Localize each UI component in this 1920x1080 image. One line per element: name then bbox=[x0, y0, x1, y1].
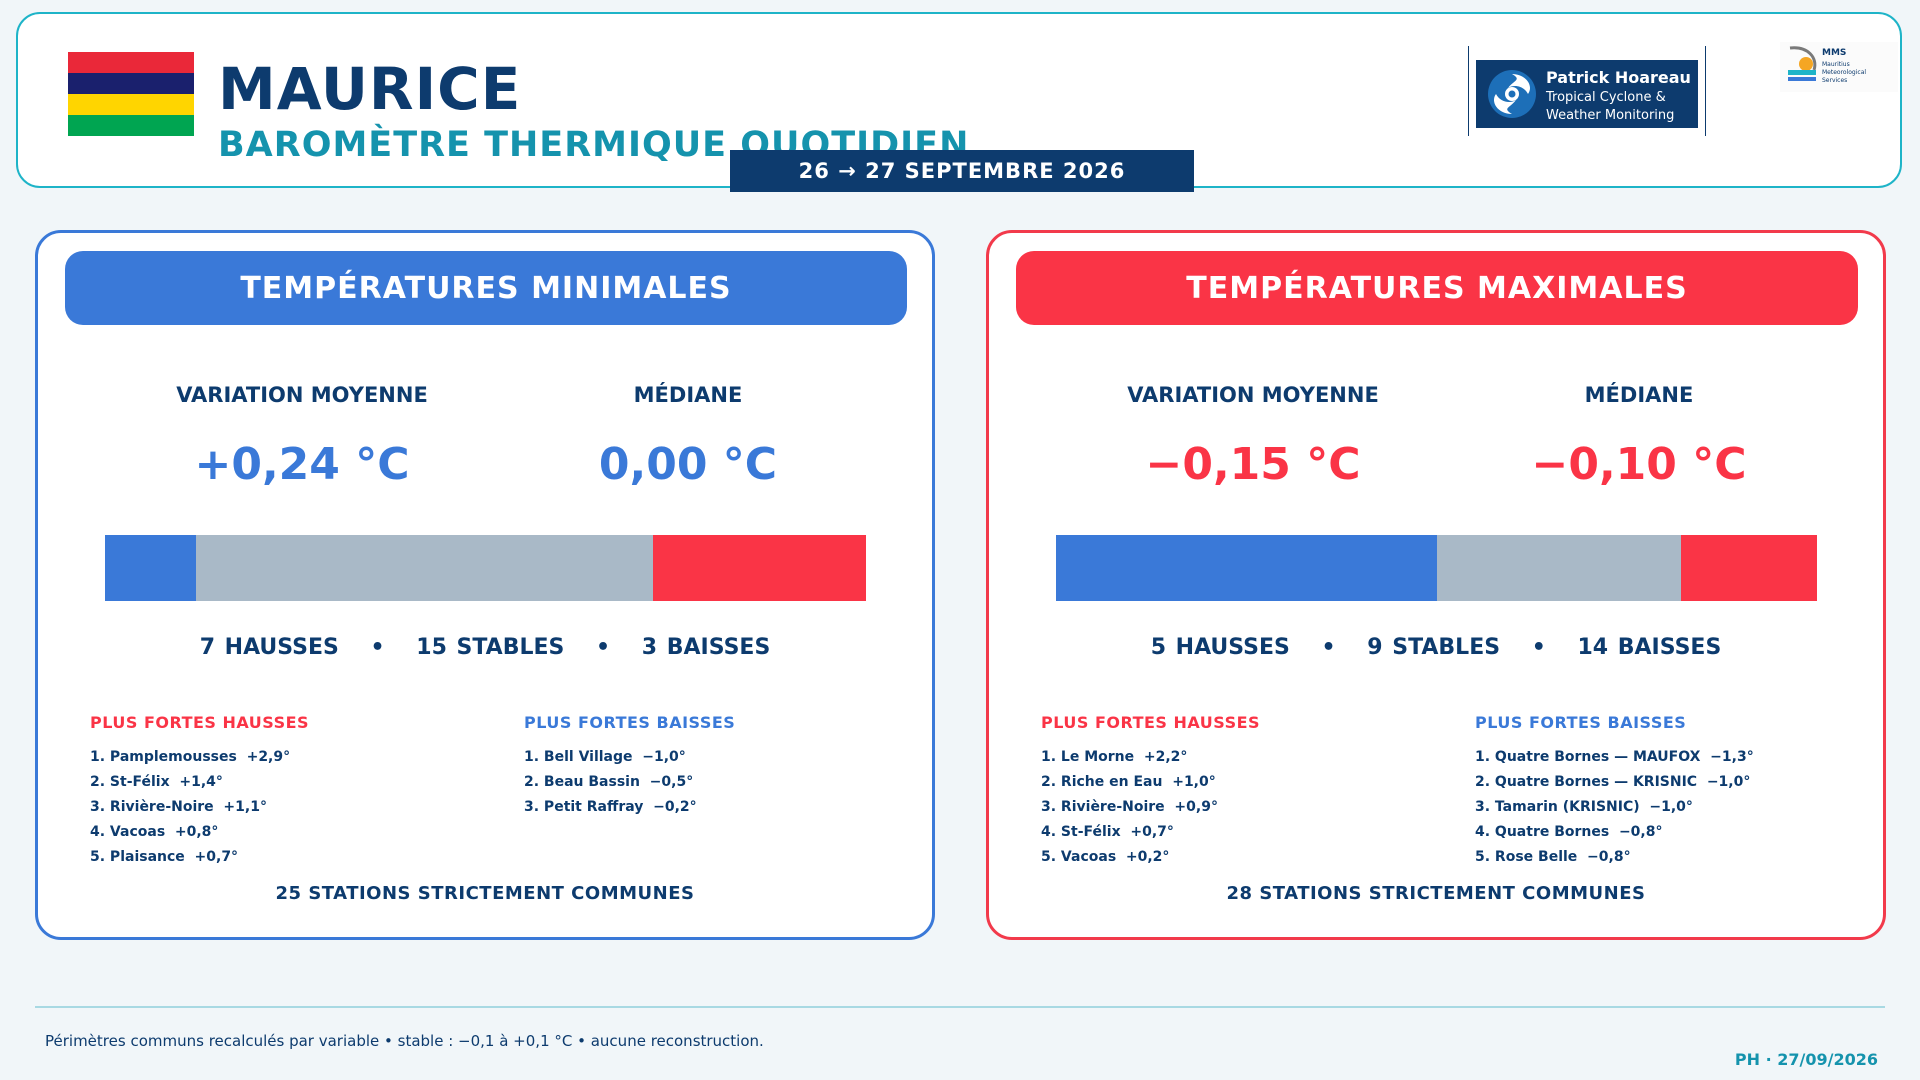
flag-stripe-red bbox=[68, 52, 194, 73]
min-counts: 7 HAUSSES • 15 STABLES • 3 BAISSES bbox=[38, 635, 932, 660]
list-item: 3. Rivière-Noire +0,9° bbox=[1041, 799, 1218, 815]
max-bar-segment-blue bbox=[1056, 535, 1437, 601]
ph-logo-name: Patrick Hoareau bbox=[1546, 68, 1691, 87]
list-item: 2. Quatre Bornes — KRISNIC −1,0° bbox=[1475, 774, 1751, 790]
separator-dot: • bbox=[1531, 635, 1546, 660]
max-bar-segment-stable bbox=[1436, 535, 1682, 601]
min-bar-segment-blue bbox=[105, 535, 197, 601]
separator-dot: • bbox=[596, 635, 611, 660]
max-up-title: PLUS FORTES HAUSSES bbox=[1041, 713, 1261, 732]
max-baisses-count: 14 BAISSES bbox=[1577, 635, 1722, 660]
min-down-list: 1. Bell Village −1,0° 2. Beau Bassin −0,… bbox=[524, 745, 697, 820]
flag-stripe-blue bbox=[68, 73, 194, 94]
list-item: 5. Plaisance +0,7° bbox=[90, 849, 239, 865]
mms-emblem-icon bbox=[1788, 46, 1817, 81]
max-up-list: 1. Le Morne +2,2° 2. Riche en Eau +1,0° … bbox=[1041, 745, 1218, 870]
flag-stripe-green bbox=[68, 115, 194, 136]
min-stables-count: 15 STABLES bbox=[416, 635, 565, 660]
max-distribution-bar bbox=[1056, 535, 1817, 601]
list-item: 3. Tamarin (KRISNIC) −1,0° bbox=[1475, 799, 1693, 815]
list-item: 2. Riche en Eau +1,0° bbox=[1041, 774, 1216, 790]
header-card: MAURICE BAROMÈTRE THERMIQUE QUOTIDIEN Pa… bbox=[16, 12, 1902, 188]
mms-logo-line-1: Mauritius bbox=[1822, 61, 1850, 68]
list-item: 1. Bell Village −1,0° bbox=[524, 749, 686, 765]
min-bar-segment-red bbox=[652, 535, 866, 601]
max-panel-heading: TEMPÉRATURES MAXIMALES bbox=[1016, 251, 1858, 325]
max-median-value: −0,10 °C bbox=[1531, 439, 1747, 490]
max-down-list: 1. Quatre Bornes — MAUFOX −1,3° 2. Quatr… bbox=[1475, 745, 1754, 870]
min-temperature-panel: TEMPÉRATURES MINIMALES VARIATION MOYENNE… bbox=[35, 230, 935, 940]
max-down-title: PLUS FORTES BAISSES bbox=[1475, 713, 1687, 732]
list-item: 3. Rivière-Noire +1,1° bbox=[90, 799, 267, 815]
ph-logo: Patrick Hoareau Tropical Cyclone & Weath… bbox=[1468, 46, 1706, 136]
mms-logo-line-3: Services bbox=[1822, 77, 1848, 84]
min-stations-count: 25 STATIONS STRICTEMENT COMMUNES bbox=[275, 883, 695, 904]
footer-divider bbox=[35, 1006, 1885, 1008]
ph-logo-tagline-1: Tropical Cyclone & bbox=[1546, 90, 1666, 105]
mms-logo: MMS Mauritius Meteorological Services bbox=[1780, 42, 1898, 92]
max-median-label: MÉDIANE bbox=[1584, 383, 1694, 407]
list-item: 1. Pamplemousses +2,9° bbox=[90, 749, 291, 765]
min-hausses-count: 7 HAUSSES bbox=[199, 635, 339, 660]
min-variation-label: VARIATION MOYENNE bbox=[176, 383, 428, 407]
date-range-badge: 26 → 27 SEPTEMBRE 2026 bbox=[730, 150, 1194, 192]
min-panel-heading: TEMPÉRATURES MINIMALES bbox=[65, 251, 907, 325]
list-item: 2. St-Félix +1,4° bbox=[90, 774, 223, 790]
min-distribution-bar bbox=[105, 535, 866, 601]
max-temperature-panel: TEMPÉRATURES MAXIMALES VARIATION MOYENNE… bbox=[986, 230, 1886, 940]
mms-logo-line-2: Meteorological bbox=[1822, 69, 1867, 76]
list-item: 4. Quatre Bornes −0,8° bbox=[1475, 824, 1663, 840]
min-median-value: 0,00 °C bbox=[598, 439, 778, 490]
max-hausses-count: 5 HAUSSES bbox=[1150, 635, 1290, 660]
list-item: 3. Petit Raffray −0,2° bbox=[524, 799, 697, 815]
min-down-title: PLUS FORTES BAISSES bbox=[524, 713, 736, 732]
cyclone-icon bbox=[1488, 70, 1536, 118]
list-item: 1. Le Morne +2,2° bbox=[1041, 749, 1188, 765]
list-item: 1. Quatre Bornes — MAUFOX −1,3° bbox=[1475, 749, 1754, 765]
min-up-title: PLUS FORTES HAUSSES bbox=[90, 713, 310, 732]
max-variation-value: −0,15 °C bbox=[1145, 439, 1361, 490]
ph-logo-tagline-2: Weather Monitoring bbox=[1546, 108, 1675, 123]
max-bar-segment-red bbox=[1681, 535, 1817, 601]
min-up-list: 1. Pamplemousses +2,9° 2. St-Félix +1,4°… bbox=[90, 745, 290, 870]
footer-signature: PH · 27/09/2026 bbox=[1734, 1050, 1878, 1069]
list-item: 2. Beau Bassin −0,5° bbox=[524, 774, 694, 790]
list-item: 4. Vacoas +0,8° bbox=[90, 824, 219, 840]
min-baisses-count: 3 BAISSES bbox=[641, 635, 771, 660]
footer-note: Périmètres communs recalculés par variab… bbox=[45, 1032, 764, 1050]
list-item: 5. Vacoas +0,2° bbox=[1041, 849, 1170, 865]
separator-dot: • bbox=[370, 635, 385, 660]
flag-stripe-yellow bbox=[68, 94, 194, 115]
max-variation-label: VARIATION MOYENNE bbox=[1127, 383, 1379, 407]
separator-dot: • bbox=[1321, 635, 1336, 660]
min-bar-segment-stable bbox=[196, 535, 653, 601]
mms-logo-short: MMS bbox=[1822, 48, 1847, 58]
list-item: 4. St-Félix +0,7° bbox=[1041, 824, 1174, 840]
max-stations-count: 28 STATIONS STRICTEMENT COMMUNES bbox=[1226, 883, 1646, 904]
min-variation-value: +0,24 °C bbox=[194, 439, 410, 490]
page-title: MAURICE bbox=[218, 55, 522, 123]
max-counts: 5 HAUSSES • 9 STABLES • 14 BAISSES bbox=[989, 635, 1883, 660]
ph-logo-background: Patrick Hoareau Tropical Cyclone & Weath… bbox=[1476, 60, 1698, 128]
mms-logo-fullname: Mauritius Meteorological Services bbox=[1822, 61, 1866, 85]
list-item: 5. Rose Belle −0,8° bbox=[1475, 849, 1631, 865]
max-stables-count: 9 STABLES bbox=[1367, 635, 1501, 660]
mauritius-flag bbox=[68, 52, 194, 136]
min-median-label: MÉDIANE bbox=[633, 383, 743, 407]
